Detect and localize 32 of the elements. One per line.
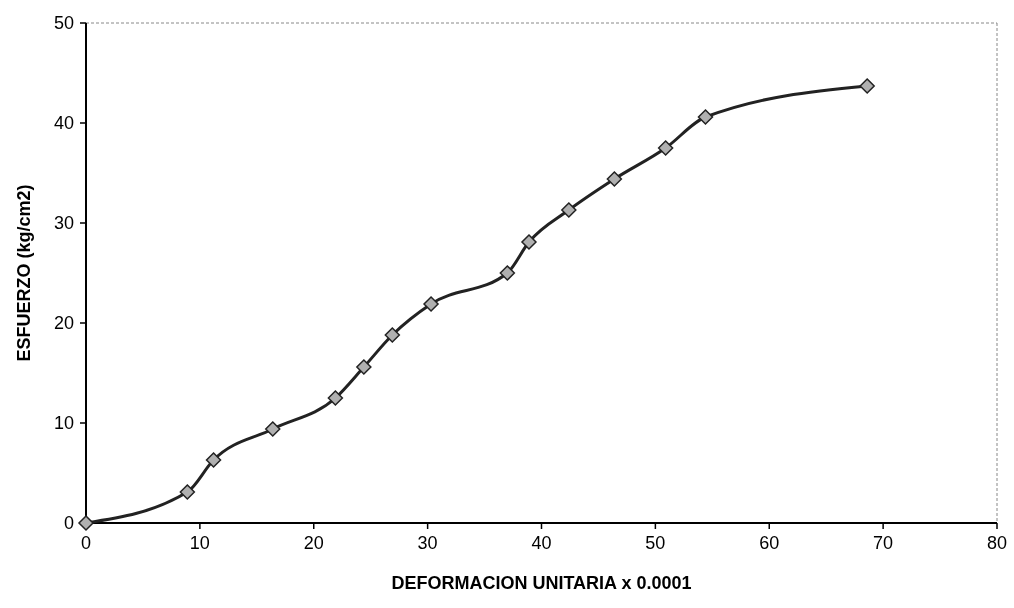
point (561, 202, 577, 218)
point (697, 109, 714, 125)
x-tick-label: 70 (873, 533, 894, 553)
y-tick-label: 20 (53, 313, 74, 333)
point (265, 421, 281, 437)
y-tick-label: 40 (53, 113, 74, 133)
point (327, 390, 344, 406)
point (859, 78, 875, 94)
point (205, 452, 222, 468)
y-axis-title: ESFUERZO (kg/cm2) (14, 184, 34, 362)
x-axis-title: DEFORMACION UNITARIA x 0.0001 (391, 573, 692, 593)
x-tick-label: 40 (531, 533, 552, 553)
x-tick-label: 50 (645, 533, 666, 553)
point (657, 140, 674, 156)
point (521, 234, 537, 250)
y-tick-label: 30 (53, 213, 74, 233)
x-tick-label: 0 (80, 533, 92, 553)
y-tick-label: 50 (53, 13, 74, 33)
point (499, 265, 516, 281)
point (78, 515, 94, 531)
point (606, 171, 623, 187)
point (356, 359, 372, 375)
x-tick-label: 80 (986, 533, 1008, 553)
point (384, 327, 401, 343)
y-tick-label: 10 (53, 413, 74, 433)
point (179, 484, 196, 500)
point (423, 296, 439, 312)
x-tick-label: 10 (189, 533, 210, 553)
y-tick-label: 0 (63, 513, 74, 533)
x-tick-label: 60 (759, 533, 780, 553)
x-tick-label: 20 (303, 533, 324, 553)
x-tick-label: 30 (417, 533, 438, 553)
